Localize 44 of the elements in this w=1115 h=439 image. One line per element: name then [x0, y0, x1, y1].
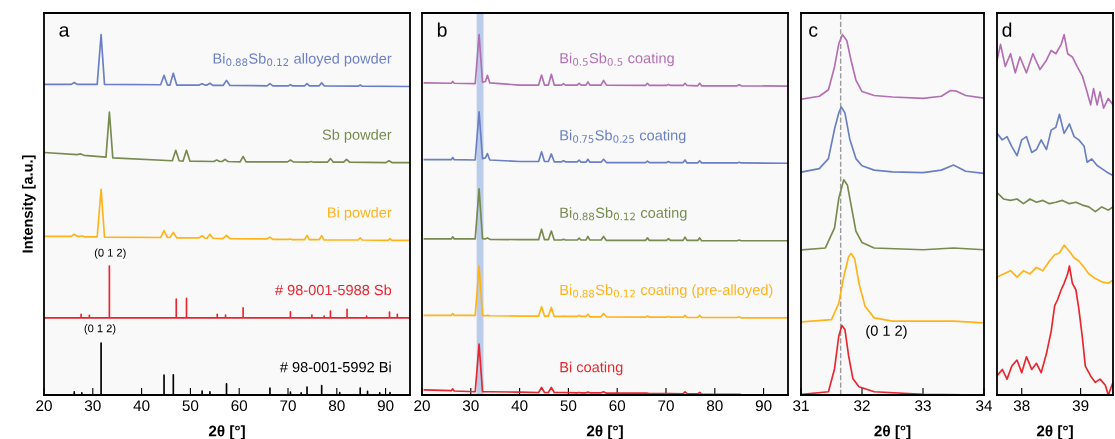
x-tick-label: 80: [706, 400, 723, 412]
y-axis-title: Intensity [a.u.]: [22, 155, 36, 253]
annotation: (0 1 2): [84, 324, 116, 335]
chart-title: c: [809, 26, 818, 37]
x-tick-label: 60: [231, 400, 248, 412]
series-label: Bi coating: [560, 361, 623, 376]
series-label: Bi$_{0.88}$Sb$_{0.12}$ alloyed powder: [213, 52, 392, 67]
x-axis-title: 2θ [°]: [874, 425, 911, 439]
x-tick-label: 90: [377, 400, 394, 412]
series-label: Bi$_{0.5}$Sb$_{0.5}$ coating: [560, 52, 674, 67]
annotation: (0 1 2): [94, 248, 126, 259]
x-tick-label: 30: [84, 400, 101, 412]
annotation: (0 1 2): [866, 325, 907, 339]
x-tick-label: 38: [1013, 400, 1030, 412]
x-axis-title: 2θ [°]: [1036, 425, 1073, 439]
series-label: Bi$_{0.75}$Sb$_{0.25}$ coating: [560, 129, 686, 144]
x-tick-label: 70: [280, 400, 296, 412]
x-tick-label: 30: [462, 400, 479, 412]
x-tick-label: 20: [36, 400, 52, 412]
chart-title: d: [1002, 22, 1012, 37]
x-tick-label: 90: [755, 400, 772, 412]
x-tick-label: 32: [854, 400, 870, 412]
x-tick-label: 20: [414, 400, 430, 412]
x-tick-label: 60: [609, 400, 626, 412]
x-tick-label: 34: [976, 400, 993, 412]
series-label: Bi$_{0.88}$Sb$_{0.12}$ coating: [560, 207, 687, 221]
series-label: Bi$_{0.88}$Sb$_{0.12}$ coating (pre-alloyed): [560, 284, 773, 298]
x-tick-label: 33: [915, 400, 931, 412]
series-label: Bi powder: [328, 206, 392, 221]
series-label: # 98-001-5988 Sb: [275, 284, 392, 296]
x-tick-label: 39: [1072, 400, 1089, 412]
series-label: # 98-001-5992 Bi: [279, 361, 391, 373]
x-tick-label: 50: [560, 400, 577, 412]
x-tick-label: 80: [328, 400, 345, 412]
x-axis-title: 2θ [°]: [586, 425, 623, 439]
x-tick-label: 40: [133, 400, 150, 412]
x-axis-title: 2θ [°]: [208, 425, 245, 439]
chart-title: b: [437, 22, 447, 37]
x-tick-label: 31: [793, 400, 809, 412]
series-label: Sb powder: [322, 129, 392, 143]
chart-title: a: [59, 26, 70, 37]
x-tick-label: 70: [658, 400, 674, 412]
x-tick-label: 50: [182, 400, 199, 412]
x-tick-label: 40: [511, 400, 528, 412]
